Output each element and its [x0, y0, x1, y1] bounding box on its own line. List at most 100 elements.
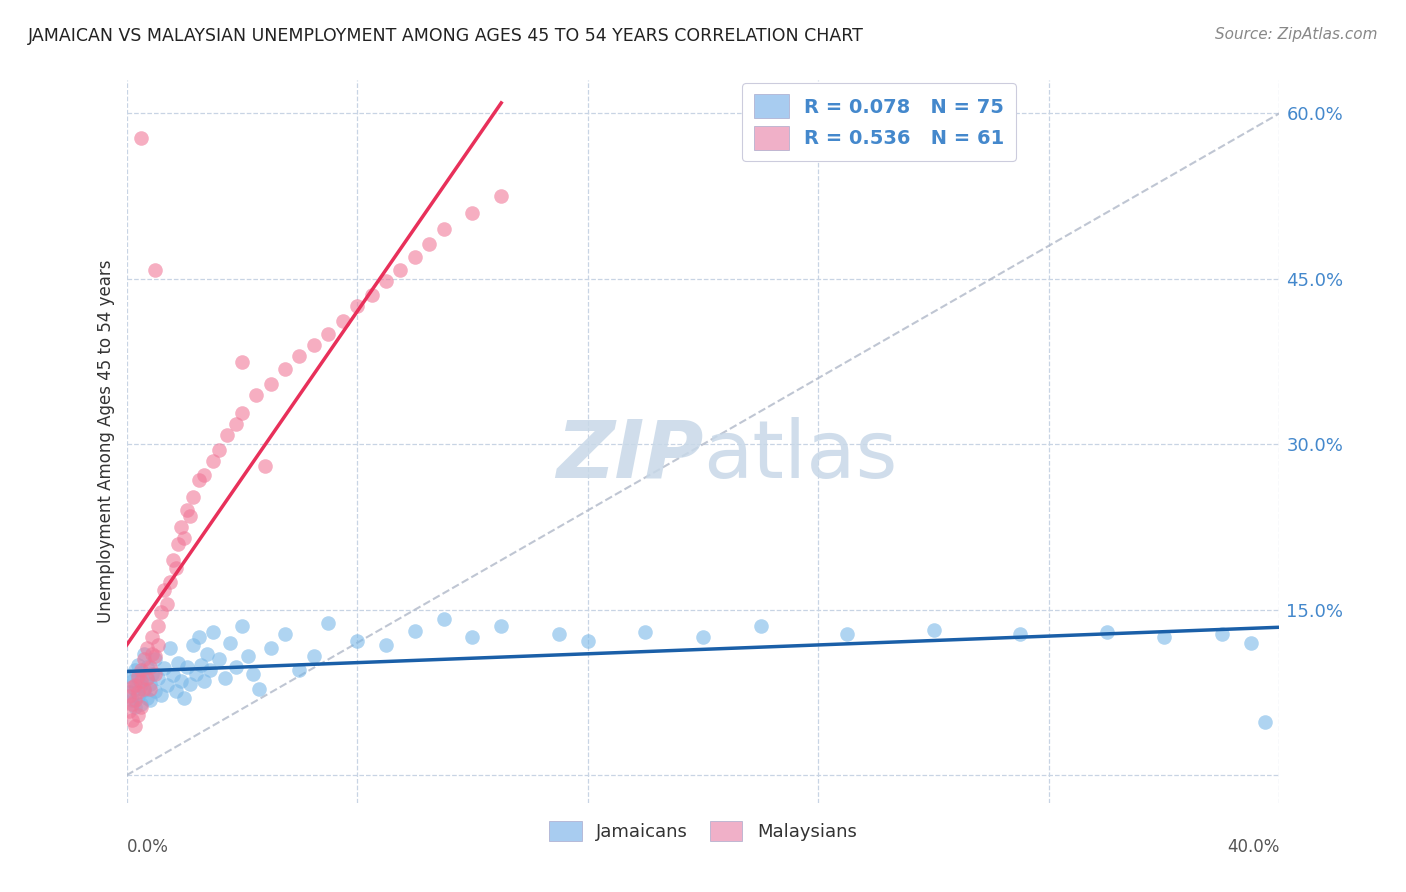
Point	[360, 288, 382, 302]
Point	[236, 649, 259, 664]
Point	[242, 666, 264, 681]
Point	[162, 553, 184, 567]
Point	[167, 656, 190, 670]
Point	[548, 627, 571, 641]
Point	[145, 684, 166, 698]
Point	[124, 718, 146, 732]
Point	[219, 636, 242, 650]
Point	[259, 376, 281, 391]
Point	[129, 665, 152, 680]
Point	[190, 657, 212, 672]
Point	[374, 638, 398, 652]
Point	[318, 326, 340, 341]
Point	[225, 660, 247, 674]
Text: Source: ZipAtlas.com: Source: ZipAtlas.com	[1215, 27, 1378, 42]
Point	[121, 697, 143, 711]
Point	[153, 661, 176, 675]
Point	[346, 633, 368, 648]
Point	[138, 682, 160, 697]
Point	[165, 561, 187, 575]
Point	[159, 641, 181, 656]
Point	[202, 454, 225, 468]
Point	[288, 664, 311, 678]
Point	[129, 697, 152, 711]
Point	[127, 707, 149, 722]
Point	[332, 314, 354, 328]
Point	[302, 338, 325, 352]
Point	[1153, 631, 1175, 645]
Text: JAMAICAN VS MALAYSIAN UNEMPLOYMENT AMONG AGES 45 TO 54 YEARS CORRELATION CHART: JAMAICAN VS MALAYSIAN UNEMPLOYMENT AMONG…	[28, 27, 865, 45]
Point	[141, 666, 163, 681]
Point	[179, 508, 201, 523]
Point	[129, 699, 152, 714]
Point	[129, 664, 152, 678]
Point	[225, 417, 247, 432]
Point	[1010, 627, 1032, 641]
Point	[288, 349, 311, 363]
Point	[247, 682, 270, 697]
Point	[193, 468, 215, 483]
Y-axis label: Unemployment Among Ages 45 to 54 years: Unemployment Among Ages 45 to 54 years	[97, 260, 115, 624]
Point	[346, 300, 368, 314]
Point	[165, 684, 187, 698]
Point	[148, 671, 170, 685]
Point	[184, 666, 207, 681]
Point	[156, 678, 179, 692]
Point	[150, 688, 173, 702]
Point	[135, 660, 157, 674]
Point	[922, 623, 945, 637]
Point	[208, 652, 231, 666]
Point	[124, 664, 146, 678]
Point	[245, 387, 267, 401]
Point	[214, 671, 236, 685]
Point	[170, 674, 193, 689]
Point	[127, 657, 149, 672]
Point	[132, 652, 155, 666]
Point	[132, 682, 155, 697]
Point	[208, 442, 231, 457]
Point	[124, 693, 146, 707]
Point	[274, 627, 297, 641]
Point	[124, 682, 146, 697]
Point	[835, 627, 858, 641]
Point	[181, 490, 204, 504]
Point	[148, 619, 170, 633]
Point	[1211, 627, 1233, 641]
Point	[576, 633, 599, 648]
Point	[135, 672, 157, 686]
Point	[156, 597, 179, 611]
Point	[749, 619, 772, 633]
Point	[433, 611, 456, 625]
Point	[132, 647, 155, 661]
Point	[138, 676, 160, 690]
Point	[491, 619, 513, 633]
Point	[179, 676, 201, 690]
Point	[121, 713, 143, 727]
Point	[491, 189, 513, 203]
Text: atlas: atlas	[703, 417, 897, 495]
Point	[404, 624, 426, 638]
Point	[176, 503, 198, 517]
Point	[127, 671, 149, 685]
Point	[374, 274, 398, 288]
Point	[118, 689, 141, 703]
Point	[118, 669, 141, 683]
Point	[418, 236, 440, 251]
Point	[132, 683, 155, 698]
Point	[127, 685, 149, 699]
Point	[274, 362, 297, 376]
Point	[145, 649, 166, 664]
Point	[1095, 624, 1118, 639]
Point	[127, 689, 149, 703]
Point	[135, 691, 157, 706]
Point	[148, 638, 170, 652]
Point	[153, 582, 176, 597]
Point	[259, 641, 281, 656]
Point	[138, 693, 160, 707]
Point	[167, 536, 190, 550]
Point	[433, 222, 456, 236]
Point	[135, 671, 157, 685]
Point	[141, 631, 163, 645]
Point	[173, 531, 195, 545]
Point	[217, 428, 239, 442]
